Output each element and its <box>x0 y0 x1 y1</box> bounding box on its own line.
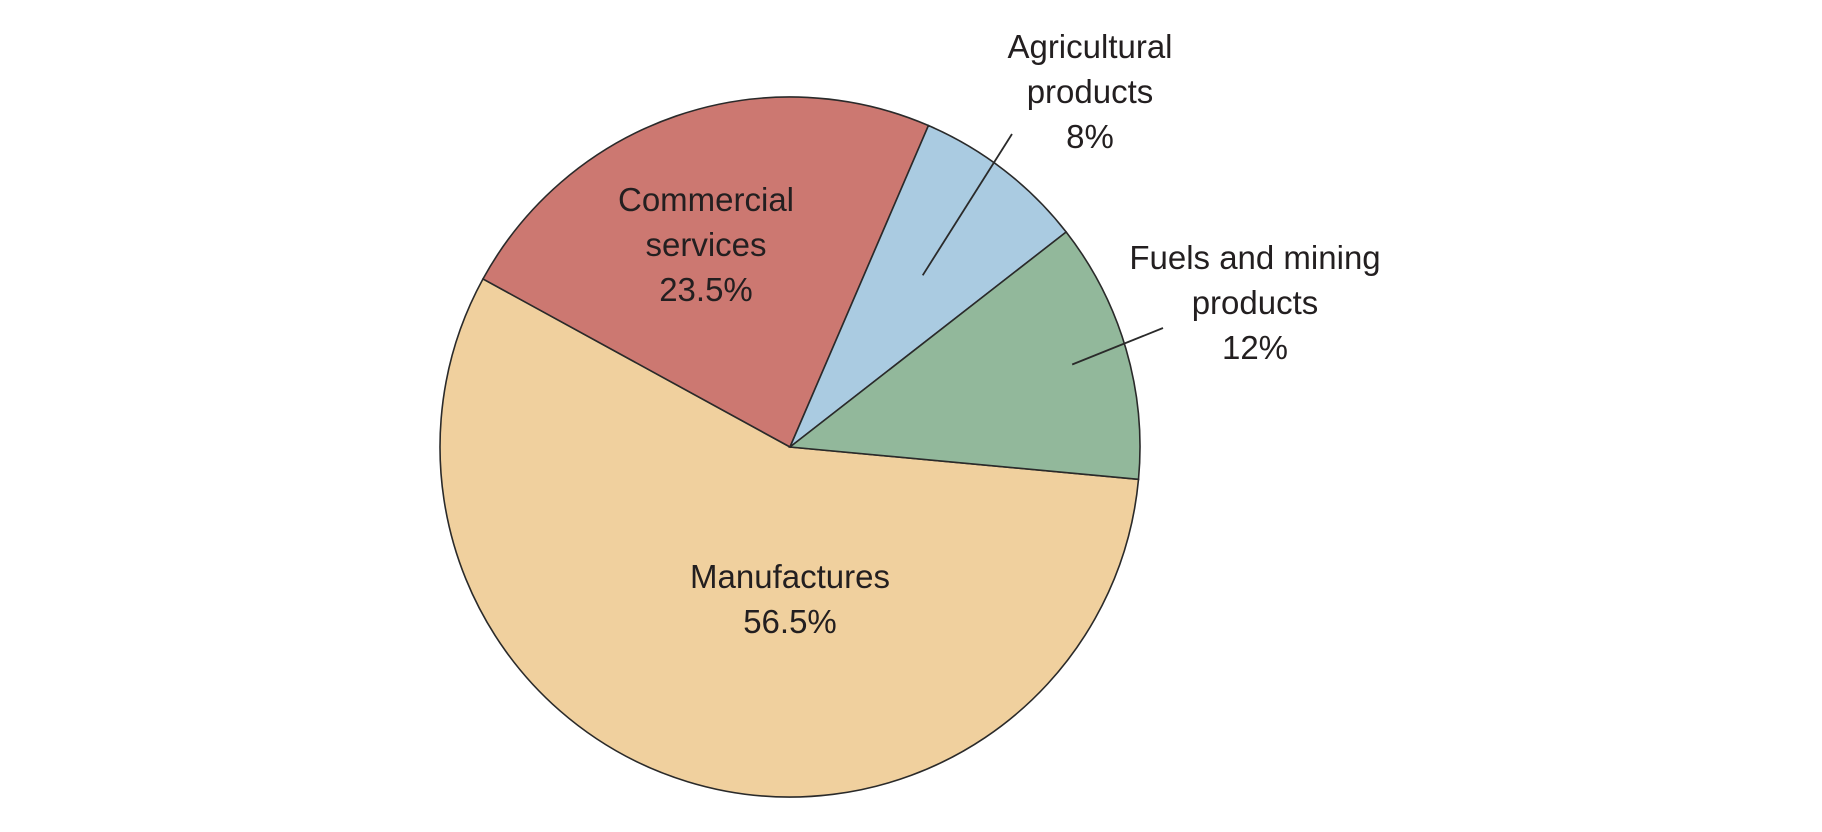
slice-label-line: Commercial <box>618 181 794 218</box>
slice-label-line: 8% <box>1066 118 1114 155</box>
slice-commercial-services <box>481 96 930 449</box>
slice-label-fuels-and-mining-products: Fuels and mining products 12% <box>1129 239 1380 366</box>
slice-label-line: products <box>1192 284 1319 321</box>
leaders-layer <box>921 133 1164 366</box>
slice-label-line: 56.5% <box>743 603 837 640</box>
slice-label-line: Agricultural <box>1007 28 1172 65</box>
slice-label-manufactures: Manufactures 56.5% <box>690 558 890 640</box>
leader-line-fuels-and-mining-products <box>1071 327 1164 366</box>
leader-line-agricultural-products <box>921 133 1013 276</box>
slice-label-line: services <box>645 226 766 263</box>
slice-label-line: Manufactures <box>690 558 890 595</box>
slice-label-commercial-services: Commercial services 23.5% <box>618 181 794 308</box>
slice-label-line: 12% <box>1222 329 1288 366</box>
slice-agricultural-products <box>789 124 1068 448</box>
slice-fuels-and-mining-products <box>787 230 1141 481</box>
slice-label-line: Fuels and mining <box>1129 239 1380 276</box>
slice-label-line: 23.5% <box>659 271 753 308</box>
labels-layer: Manufactures 56.5% Commercial services 23.5%… <box>618 28 1381 640</box>
slice-manufactures <box>439 277 1140 798</box>
slice-label-agricultural-products: Agricultural products 8% <box>1007 28 1172 155</box>
slices-layer <box>439 96 1141 798</box>
slice-label-line: products <box>1027 73 1154 110</box>
